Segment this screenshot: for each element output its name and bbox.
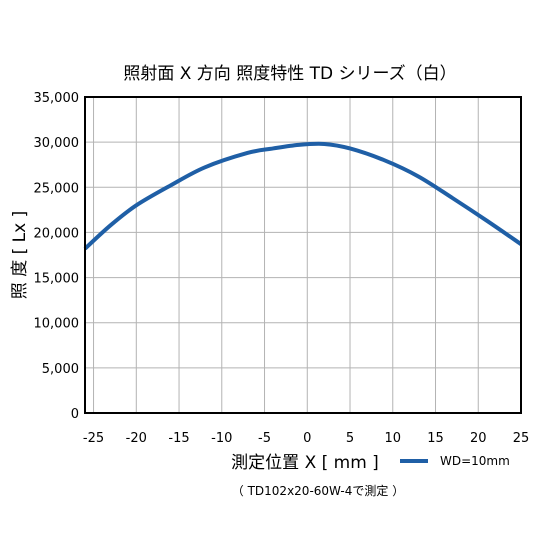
x-tick-label: 20 <box>470 431 487 446</box>
y-tick-label: 25,000 <box>34 181 80 196</box>
legend: WD=10mm <box>400 454 510 468</box>
x-tick-label: -5 <box>258 431 271 446</box>
y-tick-label: 20,000 <box>34 226 80 241</box>
x-tick-label: 25 <box>513 431 530 446</box>
y-tick-label: 30,000 <box>34 136 80 151</box>
series-layer <box>83 141 523 251</box>
plot-frame <box>84 96 522 414</box>
x-tick-label: 10 <box>384 431 401 446</box>
chart-title: 照射面 X 方向 照度特性 TD シリーズ（白） <box>123 64 456 84</box>
y-tick-label: 15,000 <box>34 272 80 287</box>
series-line-wd10 <box>83 141 523 251</box>
x-tick-label: -20 <box>126 431 147 446</box>
y-tick-label: 5,000 <box>42 362 79 377</box>
x-tick-label: 5 <box>346 431 354 446</box>
y-axis-label: 照 度 [ Lx ] <box>10 211 30 299</box>
x-axis-label: 測定位置 X [ mm ] <box>231 453 379 473</box>
x-tick-label: 15 <box>427 431 444 446</box>
legend-label-wd10: WD=10mm <box>440 454 510 468</box>
x-tick-label: -15 <box>168 431 189 446</box>
y-tick-label: 35,000 <box>34 91 80 106</box>
x-tick-label: 0 <box>303 431 311 446</box>
x-tick-label: -25 <box>83 431 104 446</box>
y-tick-label: 0 <box>71 407 79 422</box>
chart-footnote: （ TD102x20-60W-4で測定 ） <box>232 483 404 498</box>
x-axis-ticks: -25 -20 -15 -10 -5 0 5 10 15 20 25 <box>83 431 529 446</box>
y-tick-label: 10,000 <box>34 317 80 332</box>
x-tick-label: -10 <box>211 431 232 446</box>
y-axis-ticks: 0 5,000 10,000 15,000 20,000 25,000 30,000 35,0… <box>34 91 80 422</box>
